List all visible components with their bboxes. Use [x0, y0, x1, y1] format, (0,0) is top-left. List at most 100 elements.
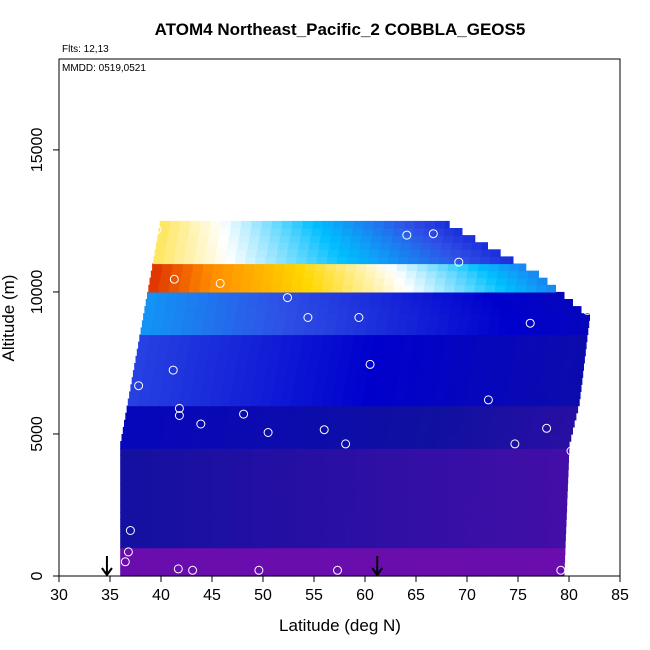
field-cell-31-25 — [391, 348, 403, 357]
field-cell-30-15 — [288, 355, 300, 364]
field-cell-0-33 — [456, 568, 468, 577]
field-cell-24-16 — [291, 398, 302, 407]
field-cell-44-6 — [214, 256, 226, 265]
field-cell-29-26 — [399, 363, 411, 371]
field-cell-33-0 — [139, 334, 151, 343]
field-cell-20-4 — [163, 426, 175, 435]
field-cell-7-41 — [538, 519, 550, 527]
field-cell-29-13 — [266, 363, 278, 371]
field-cell-27-19 — [325, 377, 337, 385]
field-cell-11-31 — [436, 490, 448, 499]
field-cell-27-2 — [152, 377, 163, 385]
field-cell-24-10 — [229, 398, 241, 407]
field-cell-11-26 — [385, 490, 397, 499]
field-cell-1-8 — [201, 561, 213, 570]
field-cell-15-37 — [497, 462, 509, 471]
field-cell-47-31 — [473, 235, 476, 243]
field-cell-19-6 — [182, 434, 194, 442]
x-tick-label-75: 75 — [509, 587, 527, 604]
field-cell-14-17 — [293, 469, 305, 478]
field-cell-4-0 — [120, 540, 131, 549]
field-cell-24-26 — [393, 398, 404, 407]
field-cell-41-34 — [496, 277, 508, 286]
field-cell-36-40 — [551, 313, 562, 321]
field-cell-38-1 — [155, 299, 167, 307]
field-cell-16-24 — [365, 455, 376, 463]
field-cell-5-34 — [467, 533, 478, 542]
field-cell-35-20 — [345, 320, 357, 328]
field-cell-20-28 — [408, 426, 420, 435]
field-cell-28-0 — [132, 370, 144, 378]
field-cell-17-26 — [385, 448, 397, 456]
field-cell-7-2 — [140, 519, 152, 527]
field-cell-7-22 — [344, 519, 356, 527]
field-cell-29-0 — [134, 363, 145, 371]
field-cell-20-6 — [183, 426, 195, 435]
field-cell-2-8 — [201, 554, 213, 563]
field-cell-0-14 — [263, 568, 274, 577]
field-cell-32-23 — [372, 341, 384, 350]
field-cell-20-11 — [235, 426, 246, 435]
field-cell-36-5 — [194, 313, 205, 321]
field-cell-17-27 — [395, 448, 407, 456]
field-cell-3-11 — [232, 547, 244, 556]
field-cell-33-29 — [435, 334, 446, 343]
field-cell-40-13 — [280, 284, 292, 293]
field-cell-21-43 — [562, 419, 574, 428]
field-cell-49-6 — [220, 220, 232, 229]
field-cell-39-31 — [463, 291, 474, 300]
field-cell-9-30 — [426, 505, 437, 513]
field-cell-13-12 — [242, 476, 254, 485]
field-cell-19-22 — [345, 434, 357, 442]
field-cell-27-4 — [172, 377, 184, 385]
field-cell-31-12 — [259, 348, 270, 357]
field-cell-21-16 — [287, 419, 298, 428]
field-cell-46-21 — [370, 242, 381, 250]
field-cell-30-26 — [400, 355, 412, 364]
field-cell-3-10 — [222, 547, 233, 556]
field-cell-4-30 — [426, 540, 437, 549]
field-cell-24-28 — [413, 398, 425, 407]
field-cell-49-11 — [271, 220, 283, 229]
field-cell-6-14 — [263, 526, 274, 534]
field-cell-13-27 — [395, 476, 407, 485]
field-cell-36-15 — [296, 313, 307, 321]
field-cell-26-28 — [416, 384, 427, 392]
field-cell-45-17 — [328, 249, 339, 257]
field-cell-34-34 — [487, 327, 499, 336]
field-cell-8-27 — [395, 512, 407, 520]
field-cell-31-14 — [279, 348, 291, 357]
field-cell-4-18 — [303, 540, 315, 549]
field-cell-20-43 — [561, 426, 573, 435]
field-cell-10-33 — [456, 497, 468, 506]
field-cell-3-15 — [273, 547, 284, 556]
field-cell-42-5 — [201, 270, 213, 279]
field-cell-32-22 — [362, 341, 374, 350]
field-cell-26-14 — [273, 384, 284, 392]
field-cell-38-18 — [329, 299, 341, 307]
field-cell-37-18 — [328, 306, 339, 314]
field-cell-27-27 — [407, 377, 418, 385]
flight-point-23 — [525, 318, 535, 328]
field-cell-17-29 — [416, 448, 427, 456]
field-cell-34-29 — [436, 327, 448, 336]
field-cell-3-1 — [130, 547, 142, 556]
field-cell-6-9 — [212, 526, 223, 534]
field-cell-48-3 — [189, 228, 200, 236]
field-cell-16-6 — [181, 455, 193, 463]
field-cell-7-42 — [548, 519, 560, 527]
field-cell-31-15 — [289, 348, 301, 357]
field-cell-20-29 — [418, 426, 430, 435]
field-cell-4-32 — [446, 540, 458, 549]
field-cell-41-38 — [537, 277, 548, 286]
field-cell-28-11 — [245, 370, 256, 378]
field-cell-14-19 — [314, 469, 325, 478]
field-cell-9-20 — [324, 505, 335, 513]
field-cell-3-35 — [477, 547, 488, 556]
field-cell-2-40 — [528, 554, 539, 563]
flight-point-22 — [454, 257, 464, 267]
field-cell-36-11 — [255, 313, 267, 321]
field-cell-1-12 — [242, 561, 254, 570]
field-cell-41-27 — [424, 277, 436, 286]
field-cell-23-10 — [228, 405, 240, 414]
